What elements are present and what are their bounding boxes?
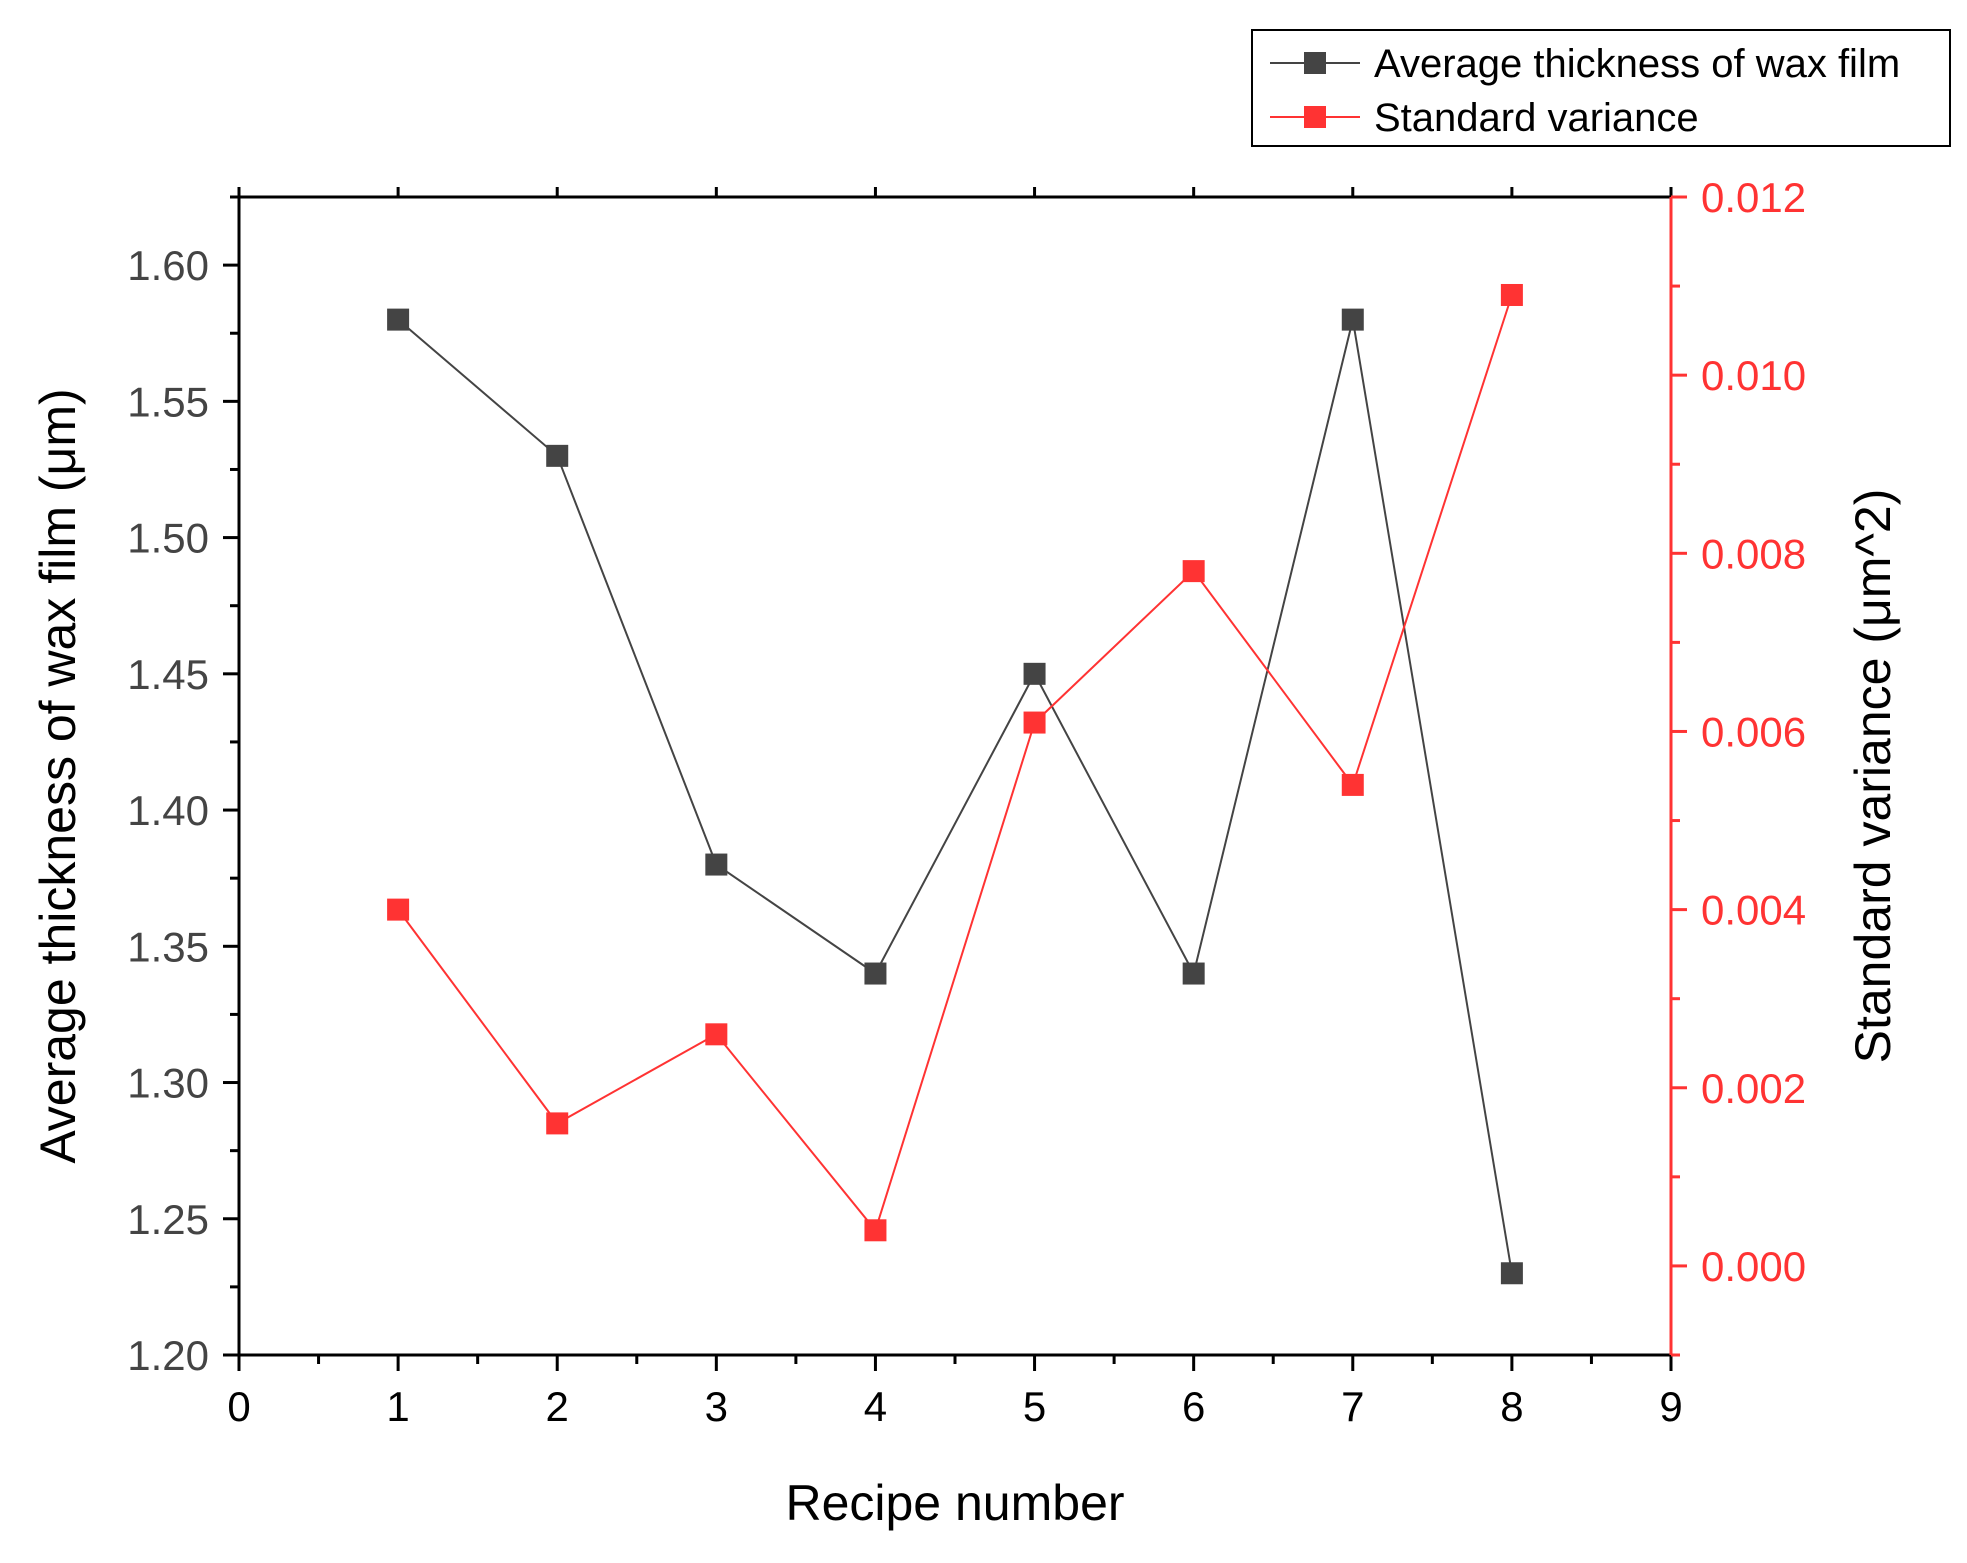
- data-point: [546, 444, 569, 467]
- data-point: [1341, 308, 1364, 331]
- y2-tick-label: 0.002: [1701, 1065, 1806, 1112]
- series-line-2: [397, 294, 1513, 1233]
- y-tick-label: 1.25: [127, 1196, 209, 1243]
- legend-label: Average thickness of wax film: [1374, 42, 1900, 86]
- data-point: [1182, 962, 1205, 985]
- x-tick-label: 9: [1659, 1383, 1682, 1430]
- x-tick-label: 1: [386, 1383, 409, 1430]
- x-tick-label: 8: [1500, 1383, 1523, 1430]
- x-tick-label: 4: [864, 1383, 887, 1430]
- x-tick-label: 5: [1023, 1383, 1046, 1430]
- y-tick-label: 1.50: [127, 515, 209, 562]
- y2-axis-title: Standard variance (μm^2): [1845, 489, 1901, 1064]
- data-point: [705, 853, 728, 876]
- x-tick-label: 7: [1341, 1383, 1364, 1430]
- y2-tick-label: 0.008: [1701, 530, 1806, 577]
- legend-box: [1251, 29, 1951, 147]
- data-point: [1341, 773, 1364, 796]
- y-tick-label: 1.35: [127, 923, 209, 970]
- data-point: [705, 1023, 728, 1046]
- y2-tick-label: 0.010: [1701, 352, 1806, 399]
- x-tick-label: 3: [705, 1383, 728, 1430]
- legend-marker: [1304, 52, 1326, 74]
- x-tick-label: 2: [546, 1383, 569, 1430]
- y2-tick-label: 0.004: [1701, 887, 1806, 934]
- x-axis-title: Recipe number: [785, 1475, 1124, 1531]
- legend-marker: [1304, 106, 1326, 128]
- legend: Average thickness of wax film Standard va…: [1251, 29, 1951, 147]
- data-point: [1182, 560, 1205, 583]
- y-tick-label: 1.45: [127, 651, 209, 698]
- data-point: [1500, 1262, 1523, 1285]
- series-layer: [387, 283, 1523, 1285]
- y2-tick-label: 0.006: [1701, 708, 1806, 755]
- data-point: [387, 308, 410, 331]
- data-point: [546, 1112, 569, 1135]
- y2-tick-label: 0.012: [1701, 174, 1806, 221]
- series-line-1: [397, 318, 1513, 1274]
- axes: 0 1 2 3 4 5 6 7 8 9 1.20 1.25 1.30 1.35 1.40 1.45 1.50 1.…: [30, 174, 1901, 1531]
- data-point: [1023, 662, 1046, 685]
- y-tick-label: 1.20: [127, 1332, 209, 1379]
- legend-label: Standard variance: [1374, 96, 1699, 140]
- x-tick-label: 6: [1182, 1383, 1205, 1430]
- y-tick-label: 1.40: [127, 787, 209, 834]
- data-point: [1500, 283, 1523, 306]
- data-point: [864, 1219, 887, 1242]
- data-point: [864, 962, 887, 985]
- x-tick-label: 0: [227, 1383, 250, 1430]
- y-tick-label: 1.55: [127, 378, 209, 425]
- data-point: [387, 898, 410, 921]
- y-axis-title: Average thickness of wax film (μm): [30, 388, 86, 1163]
- y2-tick-label: 0.000: [1701, 1243, 1806, 1290]
- y-tick-label: 1.30: [127, 1060, 209, 1107]
- data-point: [1023, 711, 1046, 734]
- y-tick-label: 1.60: [127, 242, 209, 289]
